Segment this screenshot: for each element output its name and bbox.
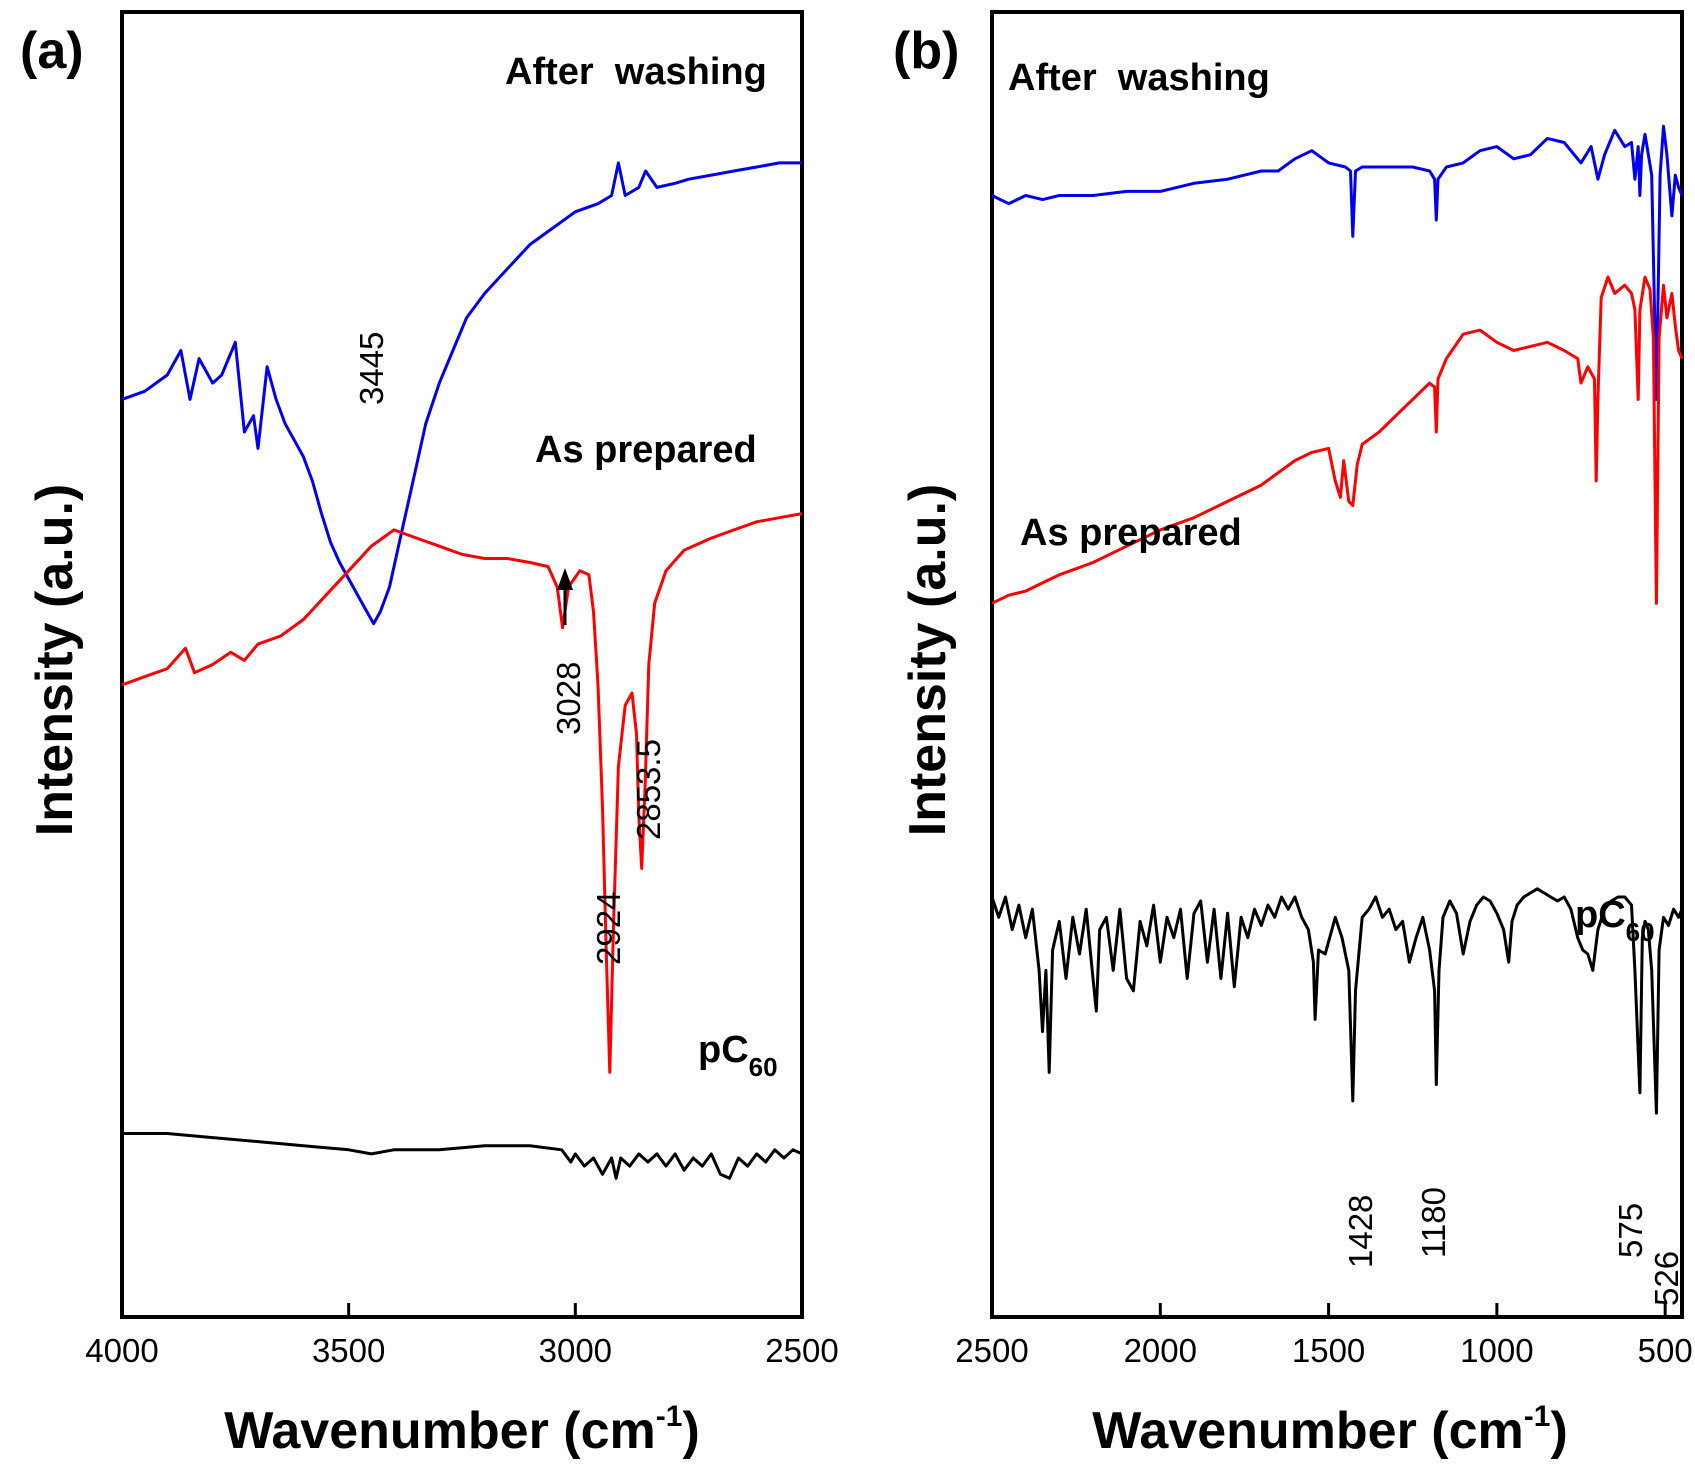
panel-a-annotation-3028: 3028	[550, 662, 587, 735]
panel-a-series-pc60	[122, 1132, 803, 1180]
panel-a-label: (a)	[20, 22, 84, 80]
panel-b-series-label-pc60: pC60	[1575, 894, 1655, 947]
panel-a-x-tick-label-3500: 3500	[312, 1332, 385, 1369]
panel-a-xlabel-superscript: -1	[656, 1400, 683, 1433]
panel-b-xlabel-base: Wavenumber (cm	[1092, 1402, 1524, 1460]
panel-b-pc60-base: pC	[1575, 894, 1626, 936]
panel-a-annotation-3445: 3445	[353, 332, 390, 405]
panel-a-arrow-3028-head	[557, 568, 573, 590]
panel-b-y-axis-title: Intensity (a.u.)	[899, 484, 957, 836]
panel-b: (b) After washing As prepared pC60 1428 …	[893, 10, 1693, 1460]
panel-a-x-tick-label-3000: 3000	[539, 1332, 612, 1369]
panel-a-series-after-washing	[121, 161, 802, 626]
panel-a-xlabel-close: )	[682, 1402, 699, 1460]
panel-a-plot-frame	[120, 10, 804, 1319]
panel-a-x-axis-title: Wavenumber (cm-1)	[224, 1400, 700, 1460]
panel-b-pc60-subscript: 60	[1626, 917, 1655, 947]
panel-b-annotation-1180: 1180	[1415, 1187, 1452, 1258]
panel-b-x-tick-label-1500: 1500	[1292, 1332, 1365, 1369]
panel-a-x-tick-label-2500: 2500	[765, 1332, 838, 1369]
panel-a-y-axis-title: Intensity (a.u.)	[26, 484, 84, 836]
panel-b-label: (b)	[893, 22, 959, 80]
panel-b-annotation-575: 575	[1612, 1203, 1649, 1258]
panel-a: (a) After washing As prepared pC60 3445 …	[20, 10, 839, 1460]
panel-a-annotation-2924: 2924	[590, 892, 627, 965]
panel-b-x-tick-label-2500: 2500	[955, 1332, 1028, 1369]
panel-b-series-as-prepared	[991, 275, 1684, 605]
panel-b-series-label-as-prepared: As prepared	[1020, 512, 1242, 554]
panel-a-pc60-subscript: 60	[749, 1052, 778, 1082]
panel-b-x-tick-label-500: 500	[1638, 1332, 1693, 1369]
panel-a-series-as-prepared	[121, 512, 803, 1074]
panel-b-series-label-after-washing: After washing	[1008, 57, 1270, 99]
panel-b-x-tick-label-1000: 1000	[1460, 1332, 1533, 1369]
panel-b-plot-frame	[990, 10, 1684, 1319]
panel-a-series-label-as-prepared: As prepared	[535, 429, 757, 471]
panel-a-series-label-after-washing: After washing	[505, 51, 767, 93]
panel-b-xlabel-superscript: -1	[1524, 1400, 1551, 1433]
panel-b-annotation-526: 526	[1648, 1251, 1685, 1306]
panel-a-annotation-2853: 2853.5	[630, 739, 667, 840]
panel-b-annotation-1428: 1428	[1342, 1195, 1379, 1268]
panel-a-x-tick-label-4000: 4000	[85, 1332, 158, 1369]
panel-a-pc60-base: pC	[698, 1029, 749, 1071]
panel-b-series-after-washing	[991, 124, 1684, 401]
panel-b-series-pc60	[990, 887, 1684, 1115]
panel-b-xlabel-close: )	[1550, 1402, 1567, 1460]
panel-b-x-axis-title: Wavenumber (cm-1)	[1092, 1400, 1568, 1460]
panel-b-x-tick-label-2000: 2000	[1124, 1332, 1197, 1369]
panel-a-series-label-pc60: pC60	[698, 1029, 778, 1082]
panel-b-x-ticks: 2500 2000 1500 1000 500	[955, 1303, 1693, 1369]
panel-a-x-ticks: 4000 3500 3000 2500	[85, 1303, 839, 1369]
panel-a-xlabel-base: Wavenumber (cm	[224, 1402, 656, 1460]
